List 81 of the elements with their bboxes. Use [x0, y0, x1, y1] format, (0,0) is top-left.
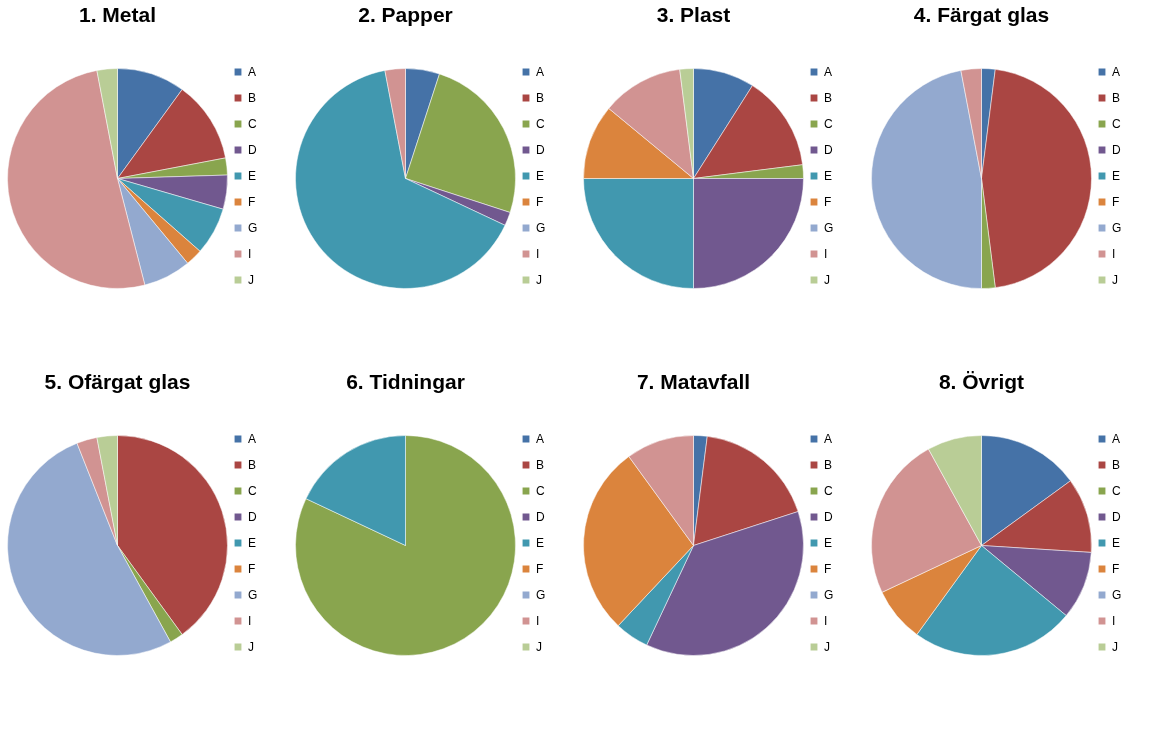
legend-label: E	[824, 536, 833, 550]
legend-label: I	[824, 247, 828, 261]
chart-title: 1. Metal	[78, 3, 157, 26]
legend-label: G	[1112, 588, 1122, 602]
legend-label: D	[1112, 510, 1121, 524]
legend-label: B	[824, 91, 833, 105]
legend-label: C	[248, 484, 257, 498]
legend-label: A	[824, 432, 833, 446]
legend-label: J	[536, 273, 542, 287]
legend-label: A	[1112, 65, 1121, 79]
legend-label: B	[248, 91, 257, 105]
legend-label: F	[1112, 562, 1120, 576]
legend-label: F	[1112, 195, 1120, 209]
legend-label: C	[1112, 117, 1121, 131]
legend-label: J	[248, 273, 254, 287]
legend-label: B	[1112, 458, 1121, 472]
legend-label: F	[824, 562, 832, 576]
chart-title: 5. Ofärgat glas	[44, 370, 191, 393]
pie-slice	[295, 435, 516, 656]
legend-label: B	[248, 458, 257, 472]
legend-label: C	[824, 484, 833, 498]
legend-label: J	[536, 640, 542, 654]
legend-label: G	[248, 588, 258, 602]
legend-label: J	[824, 640, 830, 654]
legend-label: B	[536, 91, 545, 105]
legend-label: C	[1112, 484, 1121, 498]
legend-label: D	[248, 510, 257, 524]
legend-label: C	[536, 117, 545, 131]
legend-label: G	[536, 588, 546, 602]
legend-label: I	[1112, 614, 1116, 628]
legend-label: F	[536, 562, 544, 576]
chart-title: 4. Färgat glas	[913, 3, 1050, 26]
legend-label: I	[248, 247, 252, 261]
chart-title: 7. Matavfall	[636, 370, 751, 393]
legend-label: D	[248, 143, 257, 157]
legend-label: E	[1112, 536, 1121, 550]
legend-label: F	[248, 195, 256, 209]
legend-label: E	[536, 536, 545, 550]
legend-label: D	[1112, 143, 1121, 157]
legend-label: I	[1112, 247, 1116, 261]
chart-title: 6. Tidningar	[346, 370, 465, 393]
legend-label: E	[248, 169, 257, 183]
legend-label: C	[824, 117, 833, 131]
legend-label: G	[248, 221, 258, 235]
legend-label: I	[248, 614, 252, 628]
legend-label: G	[536, 221, 546, 235]
legend-label: E	[248, 536, 257, 550]
legend-label: G	[824, 221, 834, 235]
legend-label: A	[1112, 432, 1121, 446]
legend-label: D	[824, 143, 833, 157]
chart-title: 2. Papper	[358, 3, 453, 26]
legend-label: E	[536, 169, 545, 183]
chart-title: 8. Övrigt	[938, 370, 1025, 393]
legend-label: J	[824, 273, 830, 287]
legend-label: F	[248, 562, 256, 576]
legend-label: A	[248, 65, 257, 79]
legend-label: I	[824, 614, 828, 628]
legend-label: A	[536, 432, 545, 446]
legend-label: C	[248, 117, 257, 131]
legend-label: E	[1112, 169, 1121, 183]
legend-label: I	[536, 247, 540, 261]
legend-label: B	[536, 458, 545, 472]
legend-label: B	[824, 458, 833, 472]
legend-label: I	[536, 614, 540, 628]
legend-label: J	[1112, 640, 1118, 654]
legend-label: D	[536, 143, 545, 157]
legend-label: A	[536, 65, 545, 79]
legend-label: B	[1112, 91, 1121, 105]
legend-label: C	[536, 484, 545, 498]
legend-label: A	[824, 65, 833, 79]
legend-label: D	[824, 510, 833, 524]
legend-label: D	[536, 510, 545, 524]
legend-label: J	[1112, 273, 1118, 287]
chart-title: 3. Plast	[656, 3, 731, 26]
legend-label: A	[248, 432, 257, 446]
legend-label: F	[824, 195, 832, 209]
legend-label: G	[1112, 221, 1122, 235]
legend-label: F	[536, 195, 544, 209]
legend-label: J	[248, 640, 254, 654]
legend-label: E	[824, 169, 833, 183]
legend-label: G	[824, 588, 834, 602]
